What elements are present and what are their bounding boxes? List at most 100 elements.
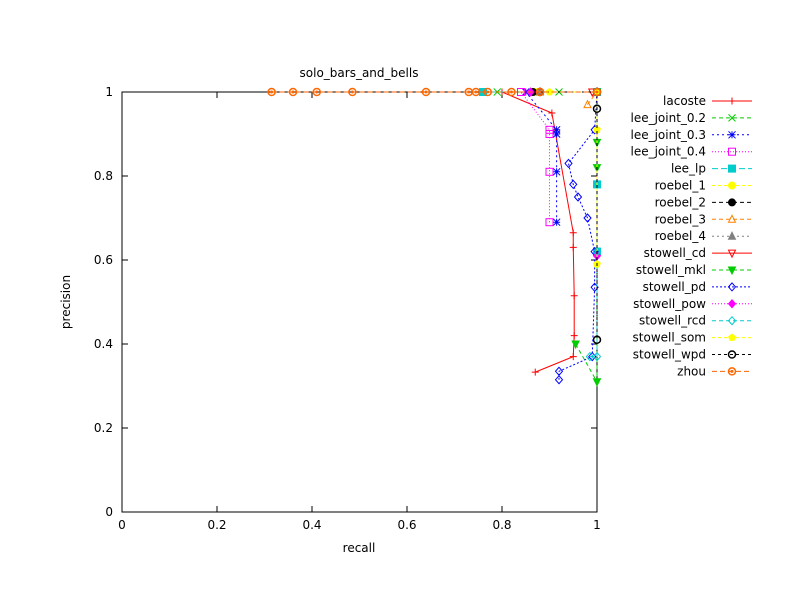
legend-label: lee_joint_0.4 [630, 145, 706, 159]
data-point [554, 366, 564, 377]
legend-entry: roebel_1 [655, 179, 752, 193]
legend-marker [727, 249, 737, 259]
data-point [545, 87, 554, 96]
data-point [421, 87, 431, 97]
legend-entry: stowell_cd [644, 246, 752, 260]
series-lacoste [498, 88, 601, 376]
data-point [507, 87, 516, 97]
data-point [554, 374, 564, 385]
x-tick-label: 0.2 [207, 518, 226, 532]
legend-label: lee_joint_0.2 [630, 111, 706, 125]
data-point [569, 353, 577, 361]
legend-label: lacoste [663, 94, 706, 108]
data-point [312, 87, 321, 97]
data-point [288, 87, 298, 97]
data-point [552, 125, 561, 134]
legend-label: stowell_wpd [633, 348, 706, 362]
data-point [545, 125, 554, 134]
plot-frame [121, 91, 598, 513]
series-layer [267, 86, 602, 387]
series-zhou [267, 87, 602, 97]
legend-entry: roebel_3 [655, 212, 752, 226]
data-point [424, 90, 428, 94]
data-point [570, 292, 578, 300]
data-point [573, 192, 583, 202]
x-tick-label: 0.4 [302, 518, 321, 532]
data-point [552, 130, 561, 138]
data-point [583, 213, 592, 223]
legend-marker [728, 114, 736, 122]
data-point [267, 87, 276, 97]
series-lee_joint_0.3 [521, 88, 601, 227]
series-line [558, 91, 598, 380]
data-point [538, 90, 542, 94]
legend-marker [727, 214, 737, 223]
series-lee_joint_0.4 [517, 88, 601, 227]
legend-entry: stowell_pd [643, 280, 752, 294]
series-line [530, 91, 598, 256]
x-tick-label: 0.6 [397, 518, 416, 532]
legend-label: roebel_3 [655, 212, 706, 226]
x-tick-label: 0 [118, 518, 126, 532]
legend-marker [727, 231, 737, 240]
data-point [545, 167, 554, 176]
legend-label: lee_joint_0.3 [630, 128, 706, 142]
data-point [592, 104, 602, 114]
legend-entry: lee_lp [671, 162, 752, 176]
data-point [486, 90, 490, 94]
series-line [519, 91, 597, 223]
legend-label: roebel_1 [655, 179, 706, 193]
legend: lacoste lee_joint_0.2 lee_joint_0.3 lee_joi… [630, 94, 752, 378]
legend-label: stowell_mkl [636, 263, 706, 277]
series-line [524, 91, 597, 223]
legend-label: stowell_pd [643, 280, 706, 294]
data-point [570, 332, 578, 340]
series-line [501, 91, 597, 373]
legend-marker [728, 181, 736, 190]
data-point [545, 130, 554, 138]
data-point [270, 90, 274, 94]
legend-marker [727, 266, 737, 276]
legend-entry: stowell_som [633, 331, 752, 345]
data-point [483, 87, 492, 97]
data-point [569, 179, 578, 190]
legend-label: stowell_rcd [639, 314, 706, 328]
data-point [552, 167, 561, 176]
legend-marker [728, 198, 736, 207]
legend-entry: stowell_wpd [633, 348, 752, 362]
legend-entry: zhou [677, 364, 752, 378]
y-tick-label: 0.6 [94, 253, 113, 267]
legend-entry: roebel_2 [655, 195, 752, 209]
data-point [474, 90, 478, 94]
data-point [569, 243, 577, 251]
y-tick-label: 0 [105, 505, 113, 519]
data-point [564, 158, 573, 169]
data-point [592, 335, 602, 345]
legend-marker [727, 282, 737, 292]
legend-label: roebel_4 [655, 229, 706, 243]
data-point [571, 340, 580, 350]
legend-entry: stowell_pow [633, 297, 752, 311]
y-tick-label: 1 [105, 85, 113, 99]
legend-label: stowell_cd [644, 246, 706, 260]
data-point [467, 90, 471, 94]
legend-label: roebel_2 [655, 195, 706, 209]
data-point [583, 99, 592, 109]
data-point [471, 87, 481, 97]
x-tick-label: 1 [593, 518, 601, 532]
series-stowell_mkl [571, 88, 602, 387]
legend-entry: lee_joint_0.4 [630, 145, 752, 159]
legend-marker [727, 315, 737, 326]
data-point [348, 87, 357, 97]
series-stowell_pow [526, 87, 602, 261]
data-point [291, 90, 295, 94]
legend-entry: lee_joint_0.2 [630, 111, 752, 125]
legend-label: lee_lp [671, 162, 706, 176]
data-point [569, 229, 577, 237]
data-point [592, 378, 602, 387]
data-point [531, 368, 539, 376]
x-axis-label: recall [343, 541, 376, 555]
legend-label: stowell_som [633, 331, 706, 345]
legend-entry: stowell_rcd [639, 314, 752, 328]
